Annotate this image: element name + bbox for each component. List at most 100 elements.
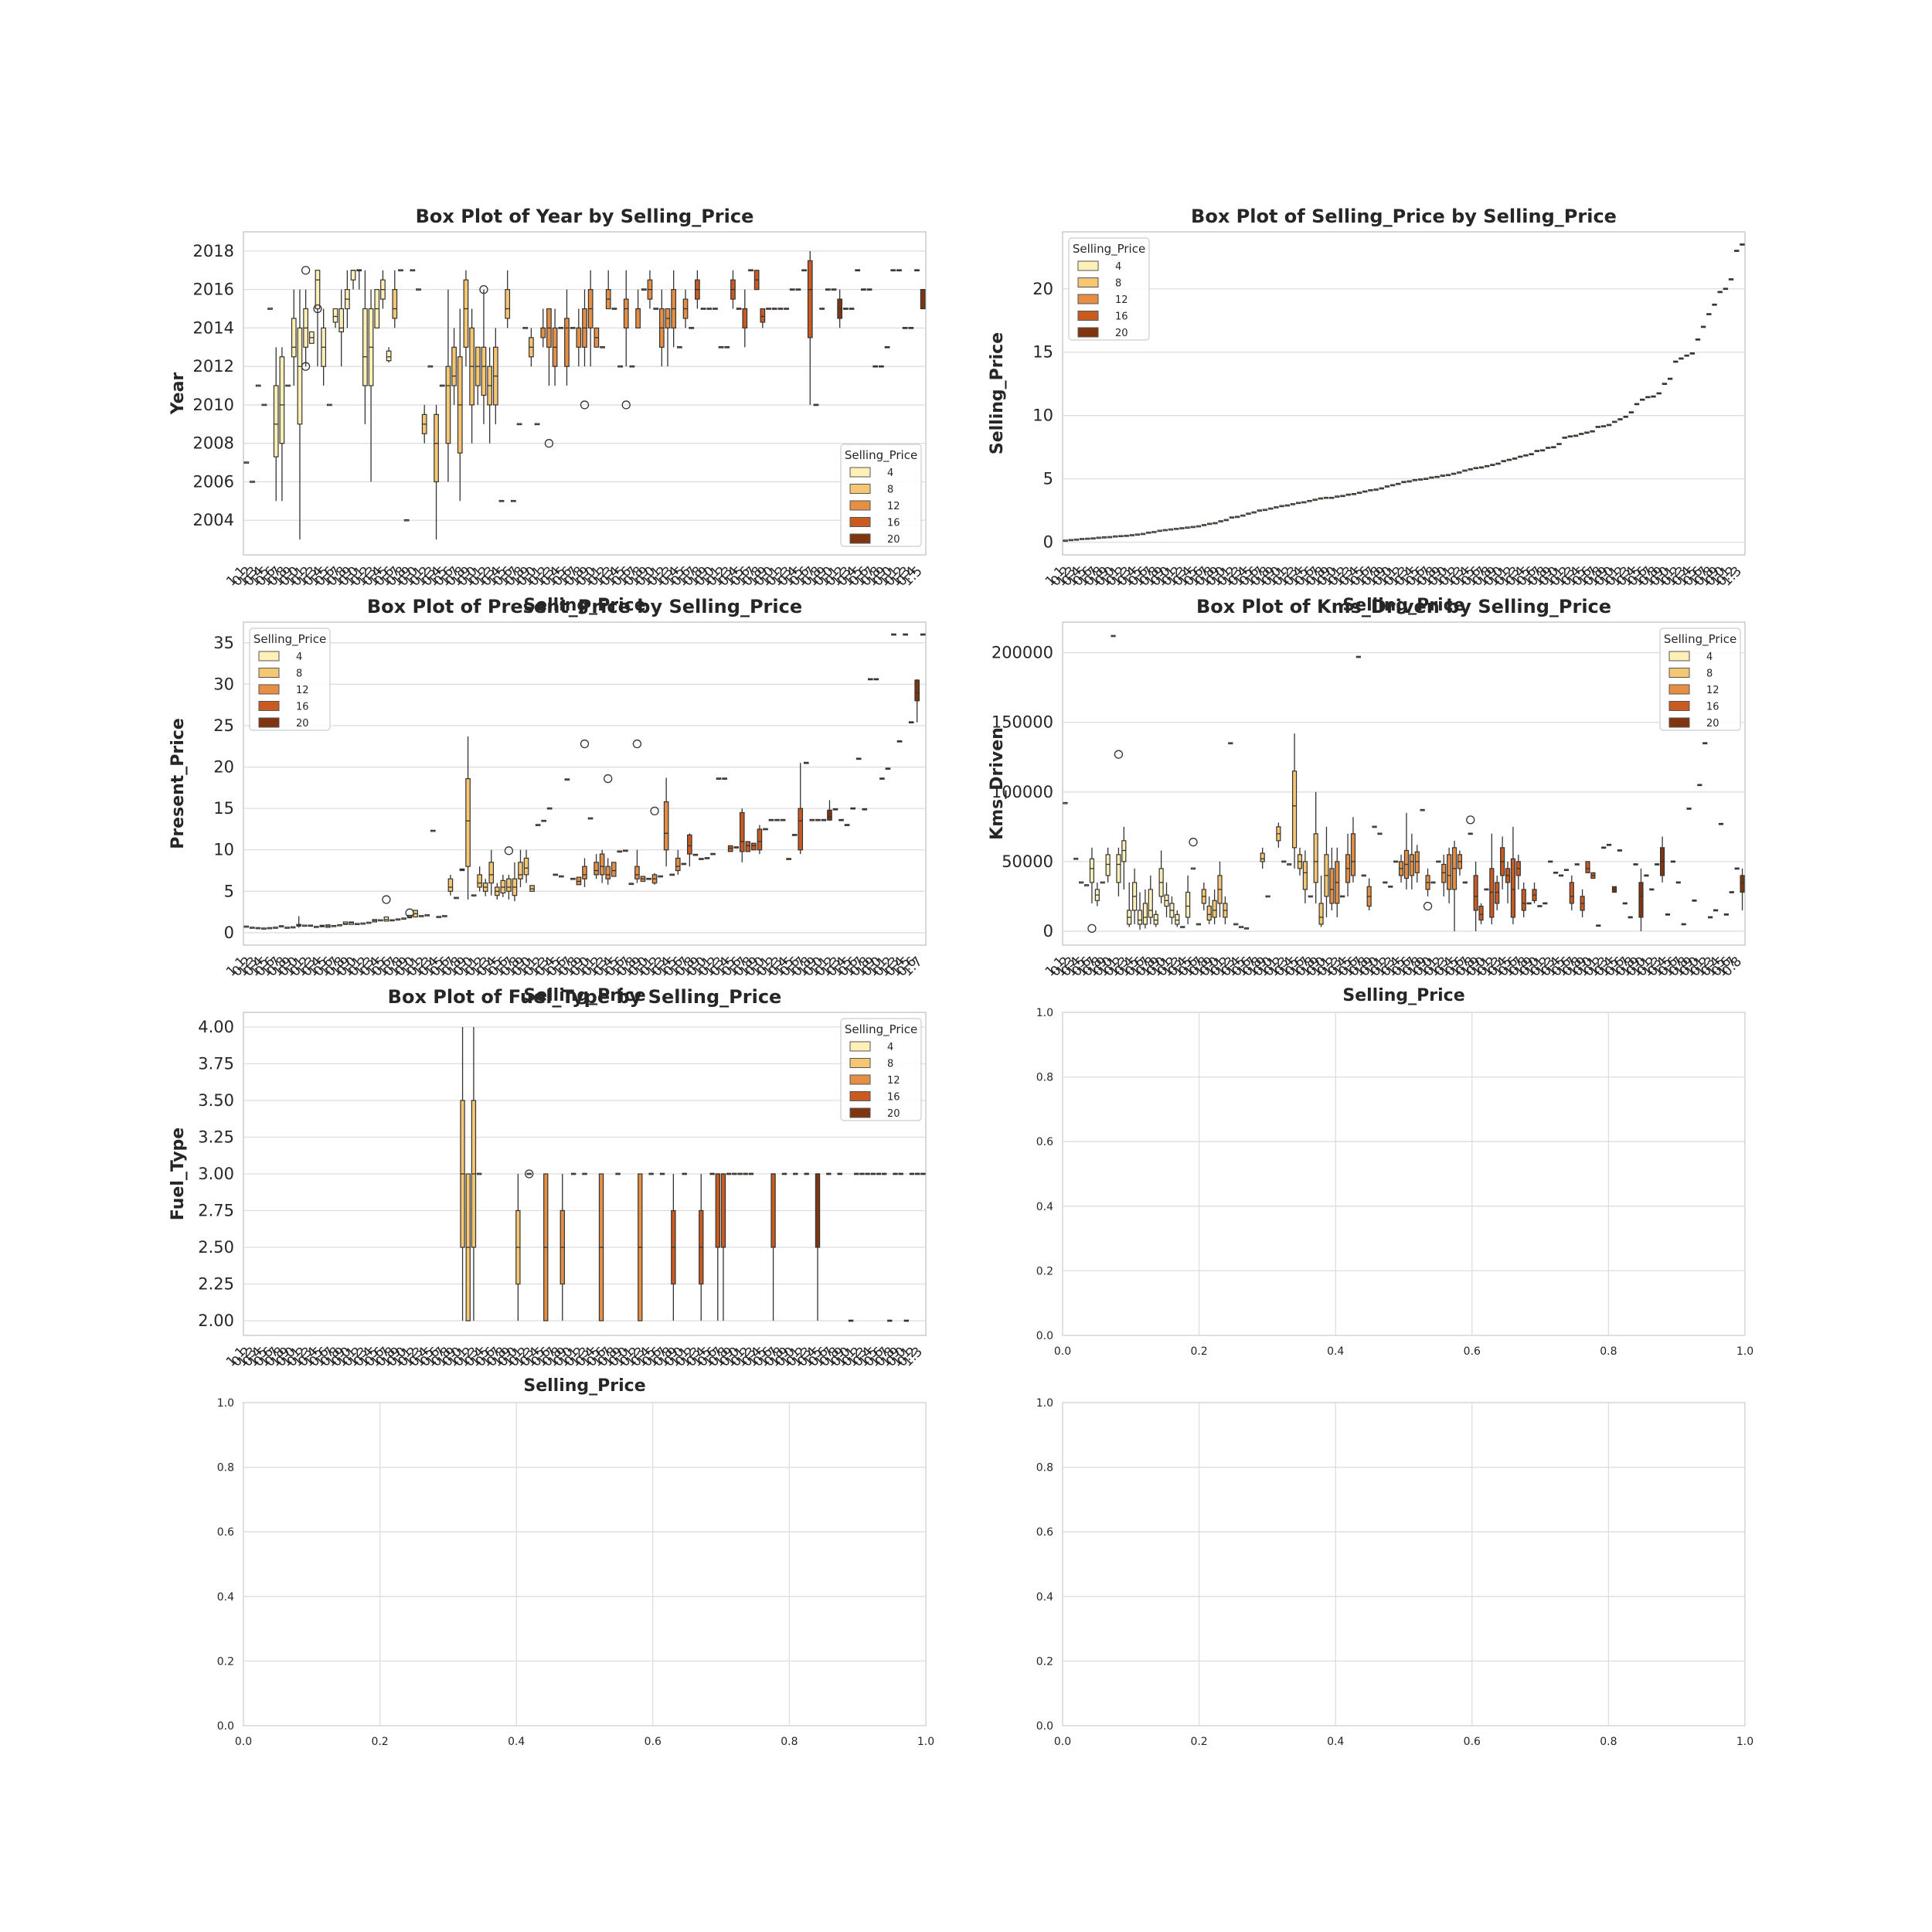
box <box>784 308 789 310</box>
box <box>821 818 827 821</box>
box <box>1201 882 1206 910</box>
box-body <box>1417 478 1423 481</box>
box-body <box>1328 496 1335 499</box>
box <box>1284 504 1290 507</box>
box-body <box>600 345 605 349</box>
box-body <box>739 811 745 852</box>
x-tick-label: 1.0 <box>917 1736 934 1748</box>
legend-label: 4 <box>1706 651 1713 663</box>
box <box>1740 868 1745 910</box>
legend-label: 20 <box>296 718 309 730</box>
box <box>617 365 623 368</box>
box <box>1206 896 1212 924</box>
box <box>1543 902 1548 905</box>
box-body <box>1243 927 1250 930</box>
box <box>700 308 706 310</box>
box-body <box>1151 531 1157 533</box>
box-body <box>1257 509 1263 512</box>
box-body <box>1083 884 1090 886</box>
box-body <box>1140 532 1146 536</box>
y-tick-label: 3.75 <box>198 1055 234 1073</box>
box-body <box>1251 511 1257 514</box>
box <box>1622 902 1628 905</box>
box-body <box>284 927 290 929</box>
box <box>1361 874 1366 877</box>
box <box>1478 466 1485 469</box>
box <box>1684 354 1689 357</box>
box-body <box>1670 860 1675 863</box>
box-body <box>261 927 267 930</box>
box <box>713 308 718 310</box>
box <box>1706 313 1712 315</box>
box-body <box>854 1172 859 1175</box>
box-body <box>1529 453 1534 456</box>
box <box>653 308 659 310</box>
box-body <box>454 896 459 900</box>
box-body <box>558 875 564 878</box>
box-body <box>1168 528 1174 531</box>
box-body <box>1447 854 1452 890</box>
box <box>1118 535 1124 538</box>
box <box>1180 926 1185 928</box>
box <box>570 877 576 880</box>
box-body <box>1740 875 1745 893</box>
box <box>1228 742 1233 745</box>
box <box>1223 896 1228 924</box>
box <box>1585 861 1590 873</box>
box <box>681 862 687 866</box>
box-body <box>611 308 617 310</box>
box <box>1142 889 1148 929</box>
box-body <box>903 1319 910 1322</box>
box <box>362 270 368 424</box>
box <box>1447 847 1452 903</box>
box <box>1262 509 1268 512</box>
box-body <box>1436 860 1441 863</box>
box <box>1649 888 1655 891</box>
box-body <box>434 413 439 483</box>
box <box>389 919 395 922</box>
box-body <box>1440 474 1445 477</box>
box <box>570 327 576 329</box>
box <box>658 875 663 878</box>
box <box>410 269 416 272</box>
box <box>1600 425 1607 427</box>
axes-frame <box>1062 1402 1746 1726</box>
box <box>321 308 327 386</box>
box <box>872 365 879 368</box>
box <box>648 1172 654 1175</box>
box <box>515 1174 521 1321</box>
box <box>1111 634 1116 638</box>
box-body <box>1362 490 1368 493</box>
box <box>1318 497 1324 500</box>
box-body <box>1090 537 1096 540</box>
box-body <box>1673 360 1679 363</box>
box-body <box>1484 464 1490 468</box>
box <box>914 679 920 723</box>
box <box>1580 889 1585 917</box>
box-body <box>807 260 813 338</box>
y-axis-label: Year <box>168 372 188 416</box>
subplot-4: 0 50000 100000 150000 200000 1.10.21.30.41.50… <box>988 596 1746 1005</box>
box <box>1695 338 1701 341</box>
box-body <box>1695 338 1701 341</box>
box <box>1240 514 1246 517</box>
box-body <box>1388 885 1393 888</box>
legend-swatch <box>258 701 280 711</box>
box-body <box>1692 899 1697 902</box>
legend-label: 12 <box>1706 685 1719 696</box>
box <box>876 1172 882 1175</box>
box-body <box>1562 437 1567 439</box>
box-body <box>451 346 457 386</box>
legend-swatch <box>849 517 871 527</box>
box-body <box>896 740 903 743</box>
box <box>726 1172 732 1175</box>
box-body <box>416 288 421 291</box>
box-body <box>1228 742 1233 745</box>
box <box>604 774 613 885</box>
box-body <box>1085 537 1090 540</box>
x-tick-labels: 1.10.21.30.41.50.61.70.81.90.01.10.21.30… <box>1043 563 1745 589</box>
box <box>1489 833 1495 924</box>
box <box>1175 910 1180 927</box>
box <box>1712 303 1717 306</box>
subplot-3: 0 5 10 15 20 25 30 35 1.10.21.30.41.50.61.70.81.… <box>168 596 927 1005</box>
